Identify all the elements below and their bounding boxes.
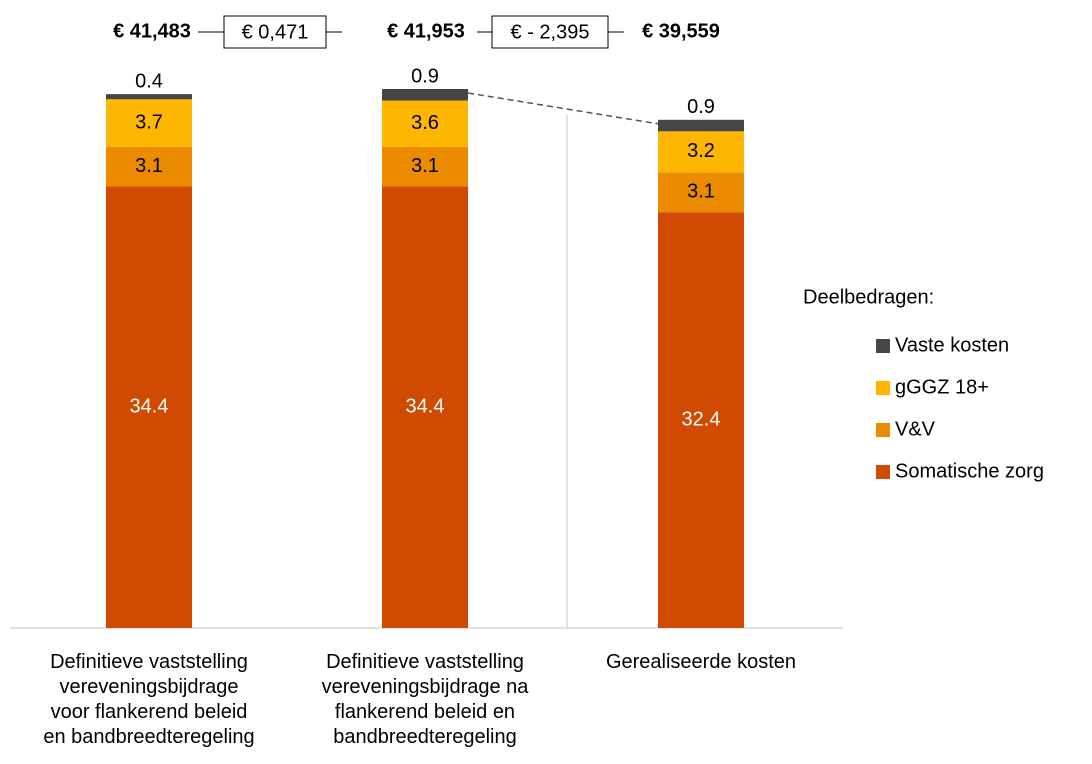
bar-segment: [658, 119, 744, 132]
legend-title: Deelbedragen:: [803, 286, 934, 308]
data-label: 32.4: [682, 408, 721, 430]
data-label: 3.1: [135, 155, 163, 177]
legend-label: gGGZ 18+: [895, 376, 989, 398]
x-tick-label: Definitieve vaststelling vereveningsbijd…: [321, 651, 529, 748]
bar-segment: [382, 186, 468, 629]
data-label: 3.1: [687, 181, 715, 203]
bar-segment: [106, 186, 192, 629]
bar-segment: [382, 100, 468, 147]
total-label: € 39,559: [642, 20, 720, 42]
data-label: 0.9: [687, 96, 715, 118]
data-label: 0.4: [135, 70, 163, 92]
bar-segment: [106, 146, 192, 187]
legend-swatch: [876, 339, 890, 353]
bar-segment: [658, 131, 744, 173]
data-label: 34.4: [130, 396, 169, 418]
difference-label: € 0,471: [242, 21, 309, 43]
bar-segment: [382, 146, 468, 187]
bar-segment: [382, 89, 468, 101]
data-label: 3.1: [411, 155, 439, 177]
bar-segment: [106, 94, 192, 100]
total-label: € 41,483: [113, 20, 191, 42]
bar-segment: [658, 212, 744, 628]
x-tick-label: Definitieve vaststelling vereveningsbijd…: [43, 651, 255, 748]
legend-label: V&V: [895, 418, 936, 440]
difference-box: [491, 15, 609, 49]
legend-label: Vaste kosten: [895, 334, 1009, 356]
x-tick-label: Gerealiseerde kosten: [605, 651, 797, 673]
bar-segment: [658, 172, 744, 213]
data-label: 3.7: [135, 111, 163, 133]
difference-box: [223, 15, 327, 49]
legend-swatch: [876, 465, 890, 479]
data-label: 3.6: [411, 112, 439, 134]
data-label: 0.9: [411, 65, 439, 87]
legend-label: Somatische zorg: [895, 460, 1044, 482]
legend-swatch: [876, 423, 890, 437]
legend-swatch: [876, 381, 890, 395]
total-label: € 41,953: [387, 20, 465, 42]
bar-segment: [106, 99, 192, 147]
connector: [467, 92, 659, 125]
difference-label: € - 2,395: [511, 21, 590, 43]
data-label: 3.2: [687, 140, 715, 162]
data-label: 34.4: [406, 396, 445, 418]
